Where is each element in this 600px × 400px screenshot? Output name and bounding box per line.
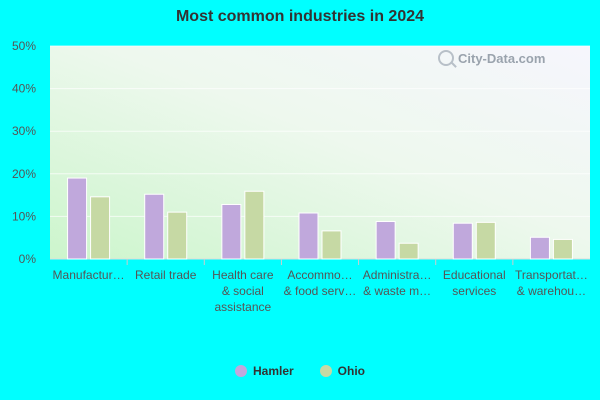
y-tick-label: 40% <box>12 82 36 96</box>
watermark-text: City-Data.com <box>458 50 546 66</box>
magnifier-icon <box>438 50 454 66</box>
y-tick-label: 0% <box>19 252 37 266</box>
x-category-label: Transportat… & warehou… <box>515 268 588 298</box>
legend-swatch-hamler <box>234 365 247 377</box>
plot-background <box>50 46 590 259</box>
bar-ohio[interactable] <box>475 221 496 260</box>
bar-ohio[interactable] <box>90 196 111 260</box>
y-tick-label: 50% <box>12 39 36 53</box>
x-category-label: Administra… & waste m… <box>363 268 432 298</box>
bar-hamler[interactable] <box>67 177 88 260</box>
bar-ohio[interactable] <box>244 190 265 260</box>
x-category-label: Accommo… & food serv… <box>284 268 357 298</box>
legend-item-ohio: Ohio <box>319 364 365 378</box>
bar-hamler[interactable] <box>529 236 550 260</box>
bar-hamler[interactable] <box>375 221 396 260</box>
bar-ohio[interactable] <box>398 242 419 260</box>
legend-swatch-ohio <box>319 365 332 377</box>
y-tick-label: 20% <box>12 167 36 181</box>
bar-ohio[interactable] <box>321 230 342 260</box>
x-category-label: Retail trade <box>135 268 197 282</box>
legend-label-ohio: Ohio <box>337 364 365 378</box>
x-category-label: Manufactur… <box>53 268 125 282</box>
legend-label-hamler: Hamler <box>252 364 294 378</box>
watermark: City-Data.com <box>438 50 545 66</box>
x-category-label: Health care & social assistance <box>212 268 274 314</box>
y-tick-label: 30% <box>12 124 36 138</box>
bar-hamler[interactable] <box>221 203 242 260</box>
chart-title: Most common industries in 2024 <box>175 8 425 25</box>
bar-ohio[interactable] <box>167 211 188 260</box>
bar-hamler[interactable] <box>298 212 319 260</box>
bar-hamler[interactable] <box>452 222 473 260</box>
bar-hamler[interactable] <box>144 193 165 260</box>
bar-ohio[interactable] <box>552 238 573 260</box>
x-category-label: Educational services <box>443 268 506 298</box>
legend-item-hamler: Hamler <box>234 364 294 378</box>
legend: Hamler Ohio <box>0 364 600 378</box>
y-tick-label: 10% <box>12 209 36 223</box>
